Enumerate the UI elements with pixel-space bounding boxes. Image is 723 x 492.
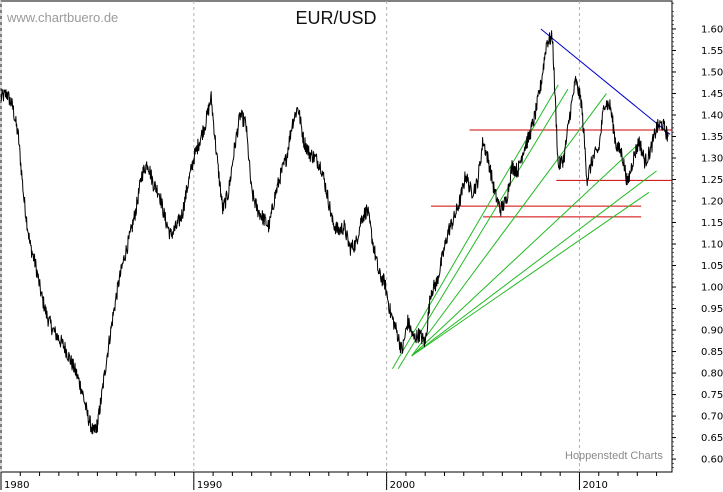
- y-tick-label-1.00: 1.00: [701, 283, 723, 294]
- y-tick-label-0.65: 0.65: [701, 433, 723, 444]
- y-tick-label-0.95: 0.95: [701, 304, 723, 315]
- x-tick-label-1980: 1980: [4, 480, 29, 491]
- chart-title: EUR/USD: [295, 8, 377, 28]
- trendlines: [391, 28, 672, 370]
- y-tick-label-1.20: 1.20: [701, 197, 723, 208]
- y-tick-label-1.25: 1.25: [701, 175, 723, 186]
- x-axis-ticks: 1980 1990 2000 2010: [0, 472, 658, 491]
- y-tick-label-0.70: 0.70: [701, 412, 723, 423]
- y-tick-label-1.35: 1.35: [701, 132, 723, 143]
- y-tick-label-1.45: 1.45: [701, 89, 723, 100]
- y-tick-label-1.55: 1.55: [701, 46, 723, 57]
- gridlines: [0, 1, 580, 472]
- y-tick-label-1.05: 1.05: [701, 261, 723, 272]
- plot-frame: [0, 0, 673, 473]
- price-line-0: [0, 30, 669, 435]
- y-tick-label-1.60: 1.60: [701, 24, 723, 35]
- support-line-6: [397, 88, 569, 370]
- y-tick-label-1.10: 1.10: [701, 240, 723, 251]
- y-tick-label-1.30: 1.30: [701, 154, 723, 165]
- price-series: [0, 30, 669, 435]
- y-tick-label-1.50: 1.50: [701, 67, 723, 78]
- watermark-text: www.chartbuero.de: [7, 10, 119, 25]
- support-line-7: [411, 93, 607, 357]
- support-line-8: [411, 144, 638, 357]
- x-tick-label-1990: 1990: [197, 480, 222, 491]
- y-tick-label-0.75: 0.75: [701, 390, 723, 401]
- y-tick-label-1.40: 1.40: [701, 110, 723, 121]
- y-tick-label-0.60: 0.60: [701, 455, 723, 466]
- y-tick-label-0.80: 0.80: [701, 369, 723, 380]
- y-tick-label-1.15: 1.15: [701, 218, 723, 229]
- y-tick-label-0.90: 0.90: [701, 326, 723, 337]
- x-tick-label-2010: 2010: [582, 480, 607, 491]
- source-credit: Hoppenstedt Charts: [565, 450, 663, 462]
- y-axis-ticks: 0.60 0.65 0.70 0.75 0.80 0.85 0.90 0.95 1.00 1.05…: [672, 2, 723, 468]
- support-line-10: [411, 170, 657, 357]
- y-tick-label-0.85: 0.85: [701, 347, 723, 358]
- x-tick-label-2000: 2000: [390, 480, 415, 491]
- resistance-line-0: [540, 28, 671, 135]
- support-line-9: [411, 191, 650, 357]
